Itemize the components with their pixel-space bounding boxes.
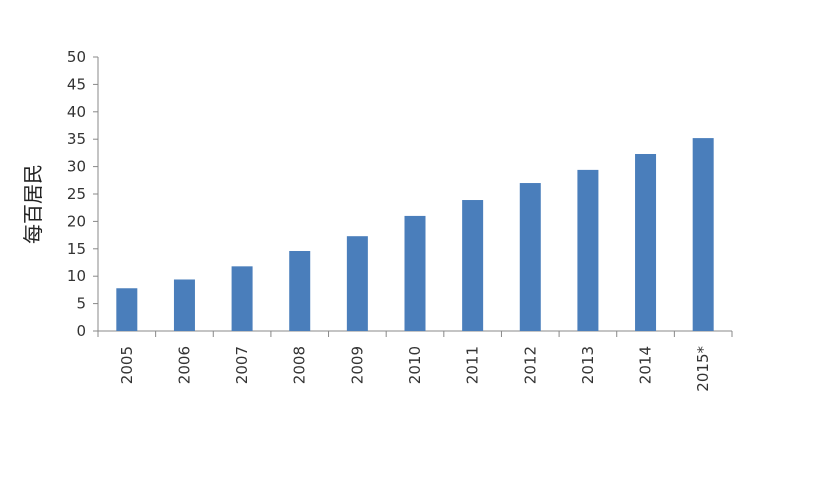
y-tick-label: 5 xyxy=(76,295,86,313)
y-tick-label: 15 xyxy=(67,240,86,258)
x-tick-label: 2007 xyxy=(233,346,251,384)
x-tick-label: 2006 xyxy=(175,346,193,384)
bar-2012 xyxy=(519,183,541,331)
y-tick-label: 50 xyxy=(67,48,86,66)
x-tick-label: 2015* xyxy=(694,346,712,392)
bar-2009 xyxy=(346,236,368,331)
y-tick-label: 10 xyxy=(67,267,86,285)
y-tick-label: 35 xyxy=(67,130,86,148)
x-tick-label: 2012 xyxy=(521,346,539,384)
bar-2006 xyxy=(173,279,195,331)
bar-2014 xyxy=(635,153,657,331)
y-tick-label: 0 xyxy=(76,322,86,340)
y-tick-label: 40 xyxy=(67,103,86,121)
y-tick-label: 45 xyxy=(67,75,86,93)
y-tick-label: 20 xyxy=(67,212,86,230)
y-tick-label: 30 xyxy=(67,158,86,176)
x-tick-label: 2013 xyxy=(579,346,597,384)
x-tick-label: 2014 xyxy=(637,346,655,384)
bar-2010 xyxy=(404,215,426,331)
bar-2011 xyxy=(462,200,484,331)
bar-2013 xyxy=(577,169,599,331)
x-tick-label: 2008 xyxy=(291,346,309,384)
bar-2015-star xyxy=(692,138,714,331)
y-tick-label: 25 xyxy=(67,185,86,203)
x-tick-label: 2011 xyxy=(464,346,482,384)
plot-area: 0 5 10 15 20 25 30 35 40 45 50 2005 2006 2007 2008 2009… xyxy=(67,48,733,392)
bar-2005 xyxy=(116,288,138,331)
x-tick-label: 2009 xyxy=(348,346,366,384)
y-axis-title: 每百居民 xyxy=(21,164,45,244)
x-tick-label: 2010 xyxy=(406,346,424,384)
bar-2008 xyxy=(289,250,311,331)
bar-2007 xyxy=(231,266,253,331)
x-tick-label: 2005 xyxy=(118,346,136,384)
